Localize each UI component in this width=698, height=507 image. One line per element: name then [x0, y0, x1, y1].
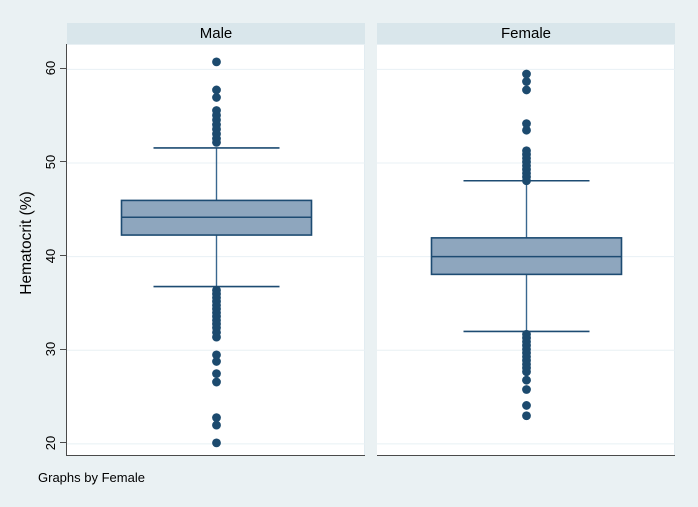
- outlier-dot: [212, 93, 221, 102]
- x-axis-line-male: [66, 455, 365, 456]
- outlier-dot: [212, 57, 221, 67]
- outlier-dot: [522, 401, 531, 410]
- boxplot-svg-male: [67, 57, 365, 448]
- outlier-dot: [522, 385, 531, 394]
- y-axis-tick: [60, 161, 66, 163]
- outlier-dot: [522, 125, 531, 135]
- boxplot-panel-female: [377, 44, 675, 455]
- outlier-dot: [522, 367, 531, 377]
- outlier-dot: [212, 369, 221, 379]
- by-graph-caption: Graphs by Female: [38, 470, 145, 485]
- y-axis-tick: [60, 348, 66, 350]
- y-axis-title: Hematocrit (%): [18, 191, 35, 295]
- y-axis-tick: [60, 255, 66, 257]
- y-tick-label: 30: [43, 341, 58, 357]
- y-axis-tick: [60, 442, 66, 444]
- y-tick-label: 60: [43, 61, 58, 76]
- y-tick-label: 50: [43, 154, 58, 170]
- outlier-dot: [522, 411, 531, 421]
- panel-title-female: Female: [377, 23, 675, 44]
- outlier-dot: [212, 438, 221, 448]
- y-axis-line: [66, 44, 67, 455]
- outlier-dot: [212, 137, 221, 147]
- outlier-dot: [212, 377, 221, 387]
- outlier-dot: [212, 357, 221, 366]
- outlier-dot: [212, 350, 221, 360]
- outlier-dot: [212, 85, 221, 95]
- outlier-dot: [522, 85, 531, 95]
- y-tick-label: 40: [43, 248, 58, 263]
- outlier-dot: [212, 413, 221, 423]
- outlier-dot: [522, 176, 531, 186]
- boxplot-panel-male: [67, 44, 365, 455]
- y-tick-label: 20: [43, 435, 58, 451]
- outlier-dot: [522, 375, 531, 385]
- outlier-dot: [522, 119, 531, 129]
- panel-title-male: Male: [67, 23, 365, 44]
- y-axis-tick: [60, 67, 66, 69]
- boxplot-svg-female: [377, 68, 675, 445]
- outlier-dot: [212, 332, 221, 342]
- outlier-dot: [212, 420, 221, 430]
- outlier-dot: [522, 77, 531, 86]
- x-axis-line-female: [377, 455, 675, 456]
- outlier-dot: [522, 69, 531, 79]
